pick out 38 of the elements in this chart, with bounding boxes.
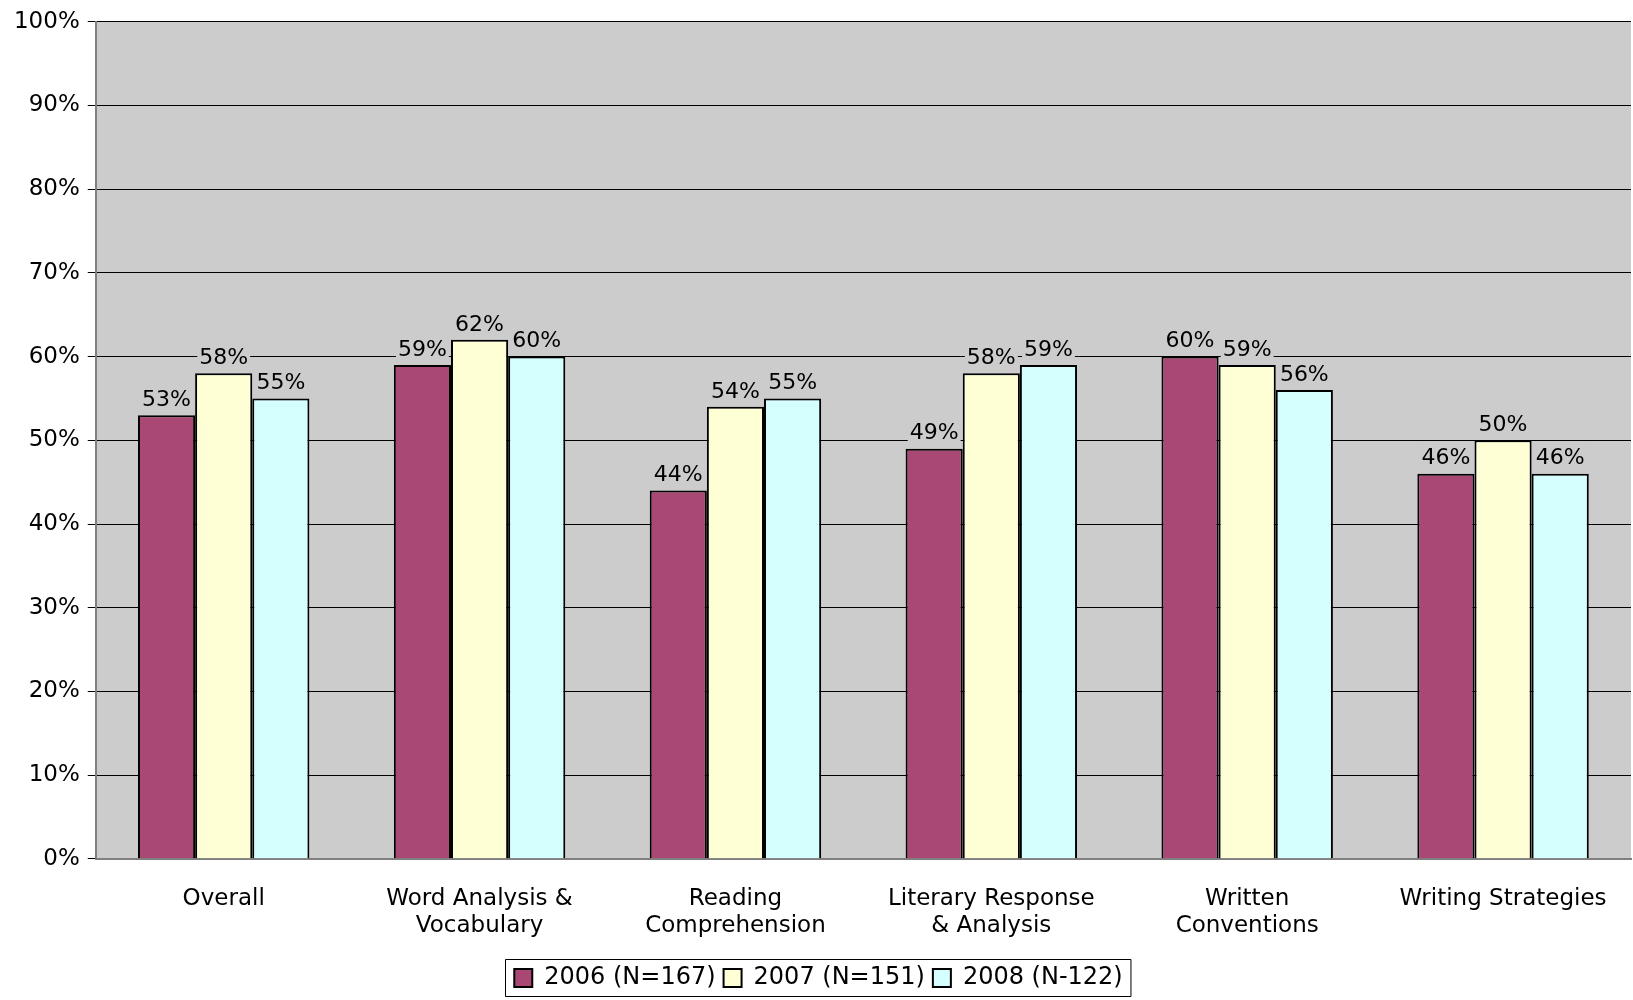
y-tick-label: 60%	[28, 341, 80, 368]
y-tick-label: 90%	[28, 90, 80, 117]
data-label: 62%	[455, 310, 505, 336]
x-tick-label: Written Conventions	[1175, 883, 1319, 938]
y-tick-label: 30%	[28, 592, 80, 619]
x-tick-label: Writing Strategies	[1399, 883, 1607, 910]
x-tick-label: Literary Response & Analysis	[887, 883, 1095, 938]
y-tick-label: 50%	[28, 425, 80, 452]
x-tick-label: Reading Comprehension	[645, 883, 826, 938]
data-label: 60%	[1165, 327, 1215, 353]
y-tick-label: 20%	[28, 676, 80, 703]
y-tick-label: 10%	[28, 760, 80, 787]
data-label: 46%	[1535, 444, 1585, 470]
data-label: 60%	[512, 327, 562, 353]
y-tick-label: 0%	[43, 843, 80, 870]
data-label: 59%	[397, 335, 447, 361]
data-label: 44%	[653, 461, 703, 487]
data-label: 50%	[1478, 411, 1528, 437]
data-label: 58%	[199, 344, 249, 370]
x-tick-label: Word Analysis & Vocabulary	[386, 883, 573, 938]
x-tick-label: Overall	[182, 883, 265, 910]
y-tick-label: 40%	[28, 508, 80, 535]
legend-label: 2007 (N=151)	[753, 962, 925, 991]
data-label: 58%	[966, 344, 1016, 370]
data-label: 56%	[1279, 360, 1329, 386]
data-label: 59%	[1222, 335, 1272, 361]
data-label: 55%	[256, 369, 306, 395]
y-tick-label: 80%	[28, 174, 80, 201]
data-label: 59%	[1024, 335, 1073, 361]
data-label: 54%	[710, 377, 760, 403]
data-label: 49%	[909, 419, 959, 445]
data-label: 55%	[768, 369, 818, 395]
legend-label: 2008 (N-122)	[962, 962, 1123, 991]
y-tick-label: 70%	[28, 257, 80, 284]
legend-label: 2006 (N=167)	[544, 962, 716, 991]
data-label: 53%	[142, 385, 191, 411]
data-label: 46%	[1421, 444, 1471, 470]
y-tick-label: 100%	[13, 6, 80, 33]
